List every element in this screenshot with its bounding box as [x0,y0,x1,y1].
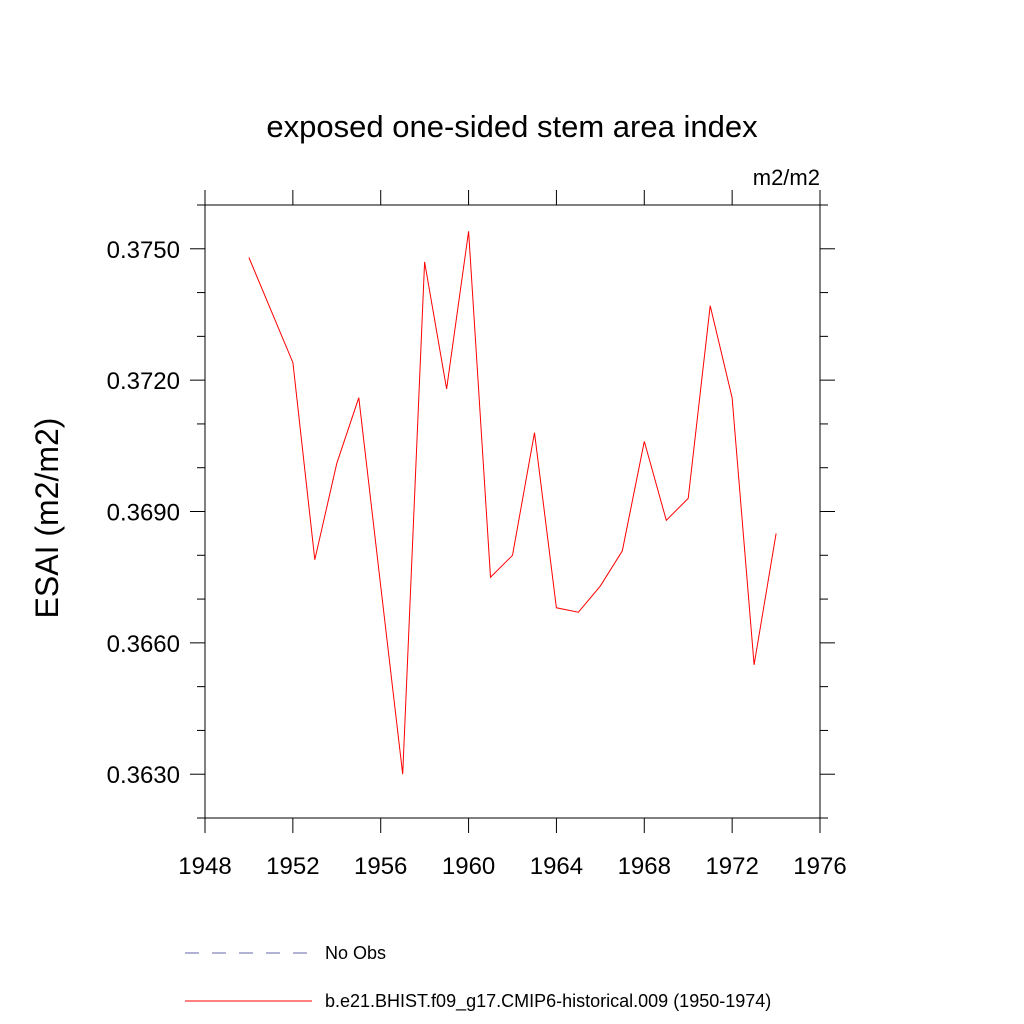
legend: No Obs b.e21.BHIST.f09_g17.CMIP6-histori… [185,943,771,1012]
y-tick-label: 0.3750 [107,237,180,264]
x-tick-label: 1976 [793,853,846,880]
x-tick-label: 1960 [442,853,495,880]
plot-frame [204,204,821,819]
x-tick-label: 1956 [354,853,407,880]
y-tick-label: 0.3660 [107,631,180,658]
legend-label-no-obs: No Obs [325,943,386,963]
x-tick-label: 1948 [178,853,231,880]
y-tick-label: 0.3690 [107,500,180,527]
units-label: m2/m2 [753,165,820,190]
x-tick-label: 1968 [618,853,671,880]
y-tick-label: 0.3630 [107,762,180,789]
series-layer [248,231,777,775]
y-axis-label: ESAI (m2/m2) [29,418,65,619]
y-tick-labels: 0.3630 0.3660 0.3690 0.3720 0.3750 [107,237,180,789]
series-line [248,231,777,775]
axis-ticks [190,190,835,833]
x-tick-label: 1952 [266,853,319,880]
x-tick-label: 1972 [705,853,758,880]
chart-title: exposed one-sided stem area index [266,109,758,144]
x-tick-label: 1964 [530,853,583,880]
legend-label-model: b.e21.BHIST.f09_g17.CMIP6-historical.009… [325,991,771,1012]
y-tick-label: 0.3720 [107,368,180,395]
x-tick-labels: 1948 1952 1956 1960 1964 1968 1972 1976 [178,853,846,880]
